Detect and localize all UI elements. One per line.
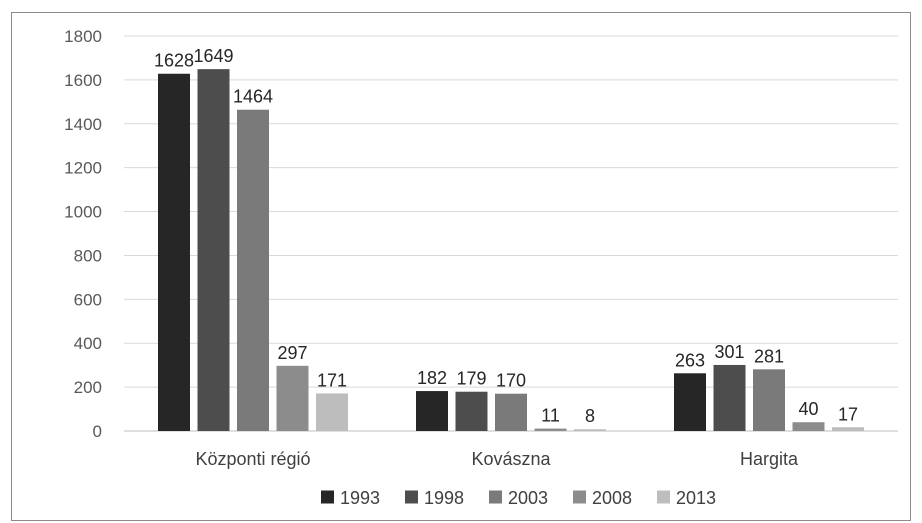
y-tick-label: 1600	[64, 71, 102, 90]
data-label: 263	[675, 350, 705, 370]
data-label: 171	[317, 370, 347, 390]
bar	[534, 428, 567, 431]
data-label: 170	[496, 371, 526, 391]
y-tick-label: 1000	[64, 203, 102, 222]
legend-label: 2008	[592, 488, 632, 508]
bar	[416, 391, 448, 431]
data-label: 40	[798, 399, 818, 419]
y-tick-label: 600	[74, 290, 102, 309]
legend-label: 2003	[508, 488, 548, 508]
y-tick-label: 1200	[64, 159, 102, 178]
chart-frame: 0 200 400 600 800 1000 1200 1400 1600 1800 1628 16…	[11, 12, 911, 521]
legend-label: 1993	[340, 488, 380, 508]
category-label: Hargita	[740, 449, 799, 469]
y-tick-label: 400	[74, 334, 102, 353]
category-label: Kovászna	[471, 449, 551, 469]
bar	[574, 429, 606, 431]
data-label: 11	[541, 406, 560, 426]
data-label: 1464	[233, 87, 273, 107]
legend-swatch	[657, 490, 670, 504]
category-label: Központi régió	[195, 449, 310, 469]
x-axis-categories: Központi régió Kovászna Hargita	[195, 449, 799, 469]
legend-swatch	[321, 490, 334, 504]
data-label: 1649	[193, 46, 233, 66]
bar	[674, 373, 706, 431]
bar	[276, 365, 309, 431]
bar	[792, 422, 825, 431]
bar	[495, 393, 527, 431]
legend: 1993 1998 2003 2008 2013	[321, 488, 716, 508]
data-label: 179	[456, 369, 486, 389]
bar	[713, 364, 746, 431]
data-labels: 1628 1649 1464 297 171 182 179 170 11 8 263 301 281 4…	[154, 46, 858, 426]
legend-label: 1998	[424, 488, 464, 508]
data-label: 297	[277, 343, 307, 363]
data-label: 8	[585, 406, 595, 426]
bar	[237, 109, 269, 431]
data-label: 1628	[154, 51, 194, 71]
data-label: 182	[417, 368, 447, 388]
data-label: 301	[714, 342, 744, 362]
bar	[832, 427, 864, 431]
bar	[455, 391, 488, 431]
y-tick-label: 1400	[64, 115, 102, 134]
y-tick-label: 0	[93, 422, 102, 441]
bar	[158, 73, 190, 431]
y-tick-label: 200	[74, 378, 102, 397]
bar	[197, 69, 230, 431]
legend-label: 2013	[676, 488, 716, 508]
bar	[753, 369, 785, 431]
y-axis-ticks: 0 200 400 600 800 1000 1200 1400 1600 1800	[64, 27, 102, 441]
legend-swatch	[405, 490, 418, 504]
bars	[158, 69, 864, 431]
data-label: 17	[838, 404, 858, 424]
bar-chart: 0 200 400 600 800 1000 1200 1400 1600 1800 1628 16…	[64, 27, 898, 508]
bar	[316, 393, 348, 431]
y-tick-label: 1800	[64, 27, 102, 46]
legend-swatch	[573, 490, 586, 504]
y-tick-label: 800	[74, 246, 102, 265]
legend-swatch	[489, 490, 502, 504]
data-label: 281	[754, 346, 784, 366]
